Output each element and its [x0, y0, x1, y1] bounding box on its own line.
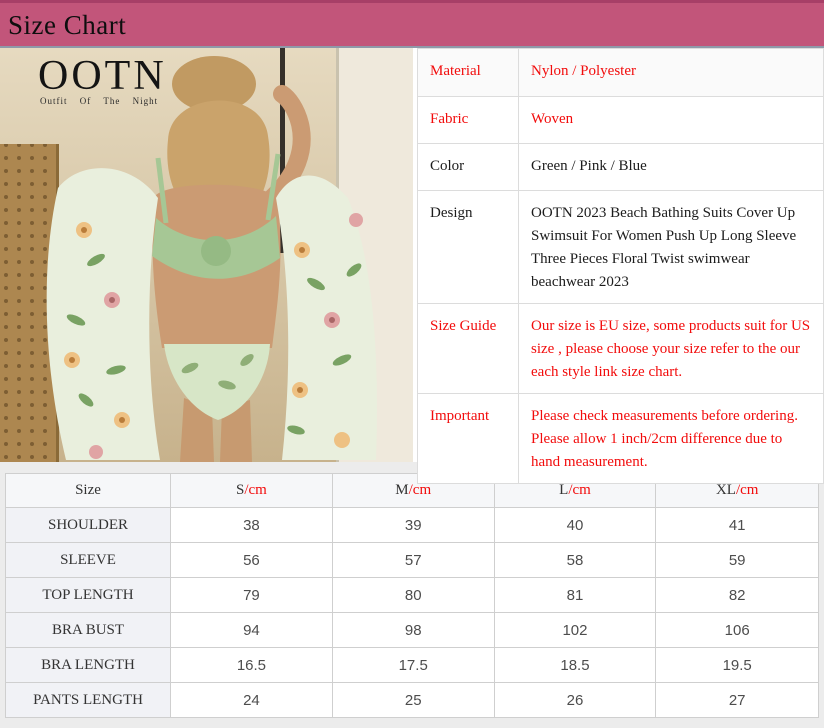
info-row-design: Design OOTN 2023 Beach Bathing Suits Cov… [417, 190, 824, 304]
cell-value: 27 [655, 682, 819, 718]
row-sleeve: SLEEVE 56 57 58 59 [4, 542, 819, 578]
floral-print [64, 213, 363, 459]
info-value: Our size is EU size, some products suit … [518, 303, 824, 394]
page-header: Size Chart [0, 0, 824, 46]
row-pants-length: PANTS LENGTH 24 25 26 27 [4, 682, 819, 718]
cell-value: 102 [493, 612, 657, 648]
row-label: SHOULDER [4, 507, 172, 543]
top-section: OOTN Outfit Of The Night Material Nylon … [0, 48, 824, 484]
brand-logo-block: OOTN Outfit Of The Night [38, 54, 167, 106]
info-label: Important [417, 393, 519, 484]
col-header-m: M/cm [331, 473, 495, 508]
header-separator [0, 46, 824, 48]
product-info-table: Material Nylon / Polyester Fabric Woven … [417, 48, 824, 484]
cell-value: 25 [331, 682, 495, 718]
row-shoulder: SHOULDER 38 39 40 41 [4, 507, 819, 543]
brand-tagline: Outfit Of The Night [40, 96, 159, 106]
cell-value: 106 [655, 612, 819, 648]
cell-value: 26 [493, 682, 657, 718]
info-value: Nylon / Polyester [518, 48, 824, 97]
cell-value: 80 [331, 577, 495, 613]
cell-value: 16.5 [170, 647, 333, 683]
cell-value: 19.5 [655, 647, 819, 683]
cell-value: 17.5 [331, 647, 495, 683]
info-value: OOTN 2023 Beach Bathing Suits Cover Up S… [518, 190, 824, 304]
info-label: Material [417, 48, 519, 97]
info-label: Size Guide [417, 303, 519, 394]
cell-value: 82 [655, 577, 819, 613]
cell-value: 57 [331, 542, 495, 578]
cell-value: 94 [170, 612, 333, 648]
cell-value: 59 [655, 542, 819, 578]
info-label: Color [417, 143, 519, 191]
row-top-length: TOP LENGTH 79 80 81 82 [4, 577, 819, 613]
product-info-panel: Material Nylon / Polyester Fabric Woven … [413, 48, 824, 484]
row-bra-length: BRA LENGTH 16.5 17.5 18.5 19.5 [4, 647, 819, 683]
col-header-s: S/cm [170, 473, 333, 508]
row-label: BRA LENGTH [4, 647, 172, 683]
cell-value: 81 [493, 577, 657, 613]
cell-value: 56 [170, 542, 333, 578]
page-title: Size Chart [8, 10, 127, 40]
info-value: Please check measurements before orderin… [518, 393, 824, 484]
info-row-size-guide: Size Guide Our size is EU size, some pro… [417, 303, 824, 394]
section-gap [0, 462, 824, 473]
info-value: Woven [518, 96, 824, 144]
row-label: SLEEVE [4, 542, 172, 578]
info-row-important: Important Please check measurements befo… [417, 393, 824, 484]
col-header-size: Size [4, 473, 172, 508]
brand-logo: OOTN [38, 53, 167, 99]
cell-value: 24 [170, 682, 333, 718]
cell-value: 38 [170, 507, 333, 543]
row-label: BRA BUST [4, 612, 172, 648]
info-label: Design [417, 190, 519, 304]
info-label: Fabric [417, 96, 519, 144]
row-label: PANTS LENGTH [4, 682, 172, 718]
product-photo-illustration [0, 48, 413, 462]
cell-value: 18.5 [493, 647, 657, 683]
info-row-fabric: Fabric Woven [417, 96, 824, 144]
size-table-header-row: Size S/cm M/cm L/cm XL/cm [4, 473, 819, 508]
cell-value: 41 [655, 507, 819, 543]
bottom-section: Size S/cm M/cm L/cm XL/cm SHOULDER 38 39… [0, 473, 824, 718]
info-value: Green / Pink / Blue [518, 143, 824, 191]
cell-value: 58 [493, 542, 657, 578]
info-row-color: Color Green / Pink / Blue [417, 143, 824, 191]
cell-value: 98 [331, 612, 495, 648]
info-row-material: Material Nylon / Polyester [417, 48, 824, 97]
cell-value: 39 [331, 507, 495, 543]
cell-value: 79 [170, 577, 333, 613]
bottom-strip [0, 718, 824, 728]
product-photo: OOTN Outfit Of The Night [0, 48, 413, 462]
row-label: TOP LENGTH [4, 577, 172, 613]
row-bra-bust: BRA BUST 94 98 102 106 [4, 612, 819, 648]
cell-value: 40 [493, 507, 657, 543]
size-measurements-table: Size S/cm M/cm L/cm XL/cm SHOULDER 38 39… [4, 473, 819, 718]
